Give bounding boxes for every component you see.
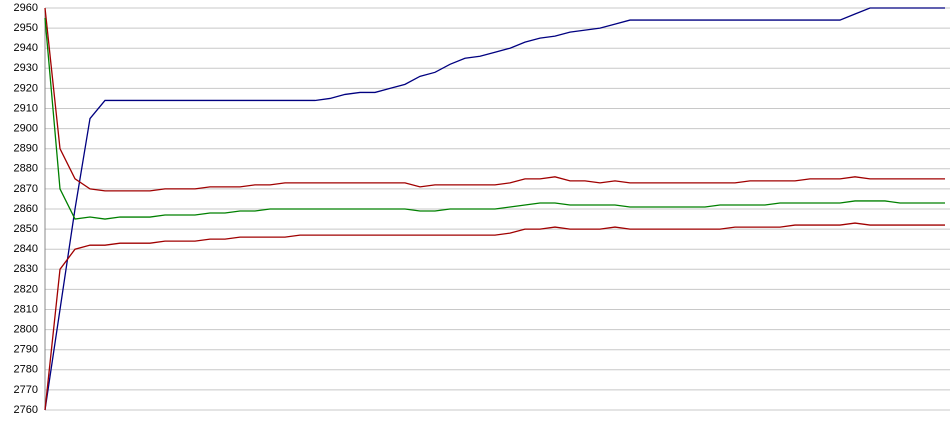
series-line	[44, 7, 945, 192]
y-tick-label: 2850	[14, 223, 38, 235]
series-line	[44, 7, 945, 411]
y-tick-label: 2960	[14, 2, 38, 14]
y-tick-label: 2810	[14, 303, 38, 315]
y-tick-label: 2860	[14, 203, 38, 215]
series-line	[44, 17, 945, 220]
y-tick-label: 2760	[14, 404, 38, 416]
y-tick-label: 2950	[14, 22, 38, 34]
y-tick-label: 2940	[14, 42, 38, 54]
series-line	[44, 222, 945, 411]
y-tick-label: 2900	[14, 123, 38, 135]
y-tick-label: 2780	[14, 364, 38, 376]
y-tick-label: 2800	[14, 324, 38, 336]
y-tick-label: 2930	[14, 62, 38, 74]
y-tick-label: 2920	[14, 82, 38, 94]
y-tick-label: 2890	[14, 143, 38, 155]
y-tick-label: 2820	[14, 283, 38, 295]
y-tick-label: 2880	[14, 163, 38, 175]
y-tick-label: 2830	[14, 263, 38, 275]
y-tick-label: 2840	[14, 243, 38, 255]
y-tick-label: 2910	[14, 102, 38, 114]
y-tick-label: 2790	[14, 344, 38, 356]
y-tick-label: 2770	[14, 384, 38, 396]
y-tick-label: 2870	[14, 183, 38, 195]
